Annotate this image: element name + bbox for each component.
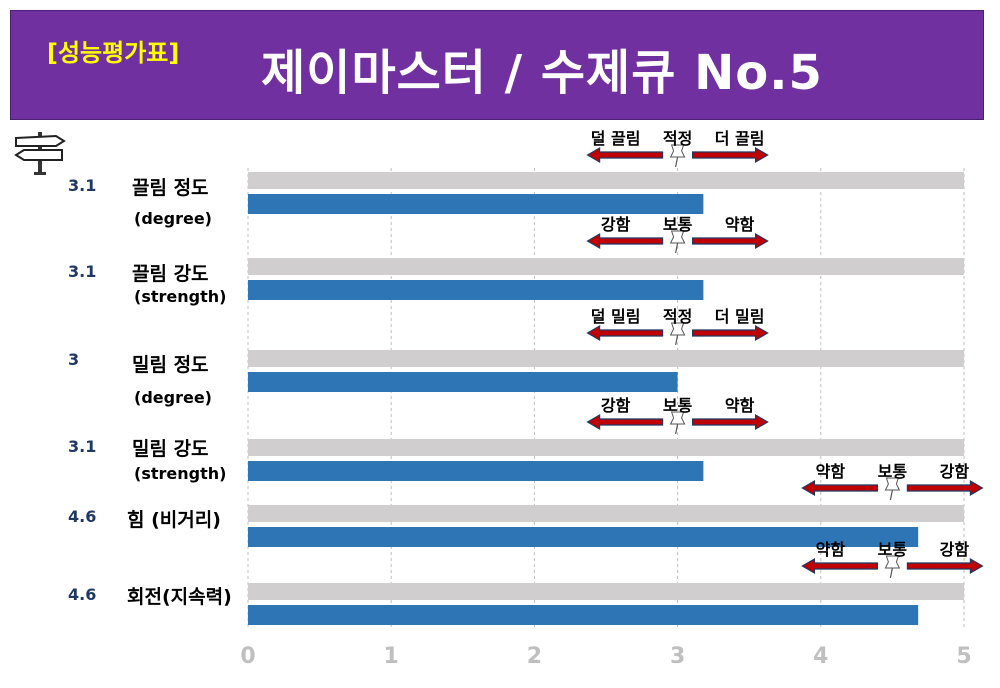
track-bar — [248, 350, 964, 367]
title-banner: [성능평가표] 제이마스터 / 수제큐 No.5 — [10, 10, 984, 120]
scale-left-label: 강함 — [600, 396, 631, 415]
track-bar — [248, 172, 964, 189]
evaluation-badge: [성능평가표] — [47, 39, 180, 67]
right-arrow — [692, 324, 769, 342]
track-bar — [248, 505, 964, 522]
pushpin-needle — [889, 567, 893, 579]
value-bar — [248, 605, 919, 625]
left-arrow — [586, 324, 664, 342]
left-arrow — [801, 479, 878, 497]
track-bar — [248, 258, 964, 275]
right-arrow — [906, 557, 984, 575]
left-arrow — [586, 232, 664, 250]
value-bar — [248, 527, 919, 547]
scale-left-label: 덜 끌림 — [590, 129, 641, 148]
row-name: 힘 (비거리) — [127, 509, 221, 531]
pushpin-icon — [669, 144, 686, 158]
right-arrow — [692, 232, 769, 250]
pushpin-needle — [675, 334, 679, 346]
scale-right-label: 강함 — [939, 540, 970, 559]
pushpin-icon — [669, 411, 686, 425]
value-bar — [248, 372, 678, 392]
row-name: 밀림 정도 — [132, 354, 209, 376]
right-arrow — [692, 146, 769, 164]
row-name: 끌림 강도 — [132, 263, 209, 285]
pushpin-needle — [675, 242, 679, 254]
pushpin-needle — [889, 489, 893, 501]
value-bar — [248, 461, 704, 481]
track-bar — [248, 583, 964, 600]
row-score: 4.6 — [68, 507, 97, 526]
right-arrow — [692, 413, 769, 431]
scale-right-label: 더 끌림 — [714, 129, 765, 148]
scale-right-label: 더 밀림 — [714, 307, 765, 326]
x-tick-label: 3 — [670, 644, 685, 669]
scale-left-label: 약함 — [815, 540, 846, 559]
page-title: 제이마스터 / 수제큐 No.5 — [261, 45, 823, 101]
scale-center-label: 보통 — [877, 462, 908, 481]
x-tick-label: 5 — [956, 644, 971, 669]
x-tick-label: 4 — [813, 644, 828, 669]
scale-left-label: 덜 밀림 — [590, 307, 641, 326]
row-name: 밀림 강도 — [132, 438, 209, 460]
pushpin-icon — [669, 322, 686, 336]
signpost-icon — [14, 132, 66, 175]
scale-right-label: 약함 — [724, 396, 755, 415]
row-subtitle: (degree) — [134, 209, 212, 228]
left-arrow — [586, 413, 664, 431]
pushpin-icon — [884, 555, 901, 569]
x-tick-label: 2 — [527, 644, 542, 669]
row-subtitle: (degree) — [134, 388, 212, 407]
scale-center-label: 적정 — [662, 129, 693, 148]
x-tick-label: 1 — [384, 644, 399, 669]
value-bar — [248, 194, 704, 214]
scale-right-label: 약함 — [724, 215, 755, 234]
pushpin-icon — [669, 230, 686, 244]
pushpin-needle — [675, 156, 679, 168]
value-bar — [248, 280, 704, 300]
row-score: 3 — [68, 350, 80, 369]
x-tick-label: 0 — [240, 644, 255, 669]
pushpin-needle — [675, 423, 679, 435]
track-bar — [248, 439, 964, 456]
row-score: 3.1 — [68, 262, 97, 281]
row-score: 4.6 — [68, 585, 97, 604]
left-arrow — [586, 146, 664, 164]
row-name: 회전(지속력) — [127, 586, 232, 608]
scale-left-label: 약함 — [815, 462, 846, 481]
scale-center-label: 보통 — [877, 540, 908, 559]
scale-center-label: 보통 — [662, 396, 693, 415]
right-arrow — [906, 479, 984, 497]
row-score: 3.1 — [68, 176, 97, 195]
scale-right-label: 강함 — [939, 462, 970, 481]
row-subtitle: (strength) — [134, 464, 227, 483]
row-subtitle: (strength) — [134, 287, 227, 306]
row-score: 3.1 — [68, 437, 97, 456]
left-arrow — [801, 557, 878, 575]
row-name: 끌림 정도 — [132, 177, 209, 199]
scale-left-label: 강함 — [600, 215, 631, 234]
scale-center-label: 보통 — [662, 215, 693, 234]
scale-center-label: 적정 — [662, 307, 693, 326]
pushpin-icon — [884, 477, 901, 491]
